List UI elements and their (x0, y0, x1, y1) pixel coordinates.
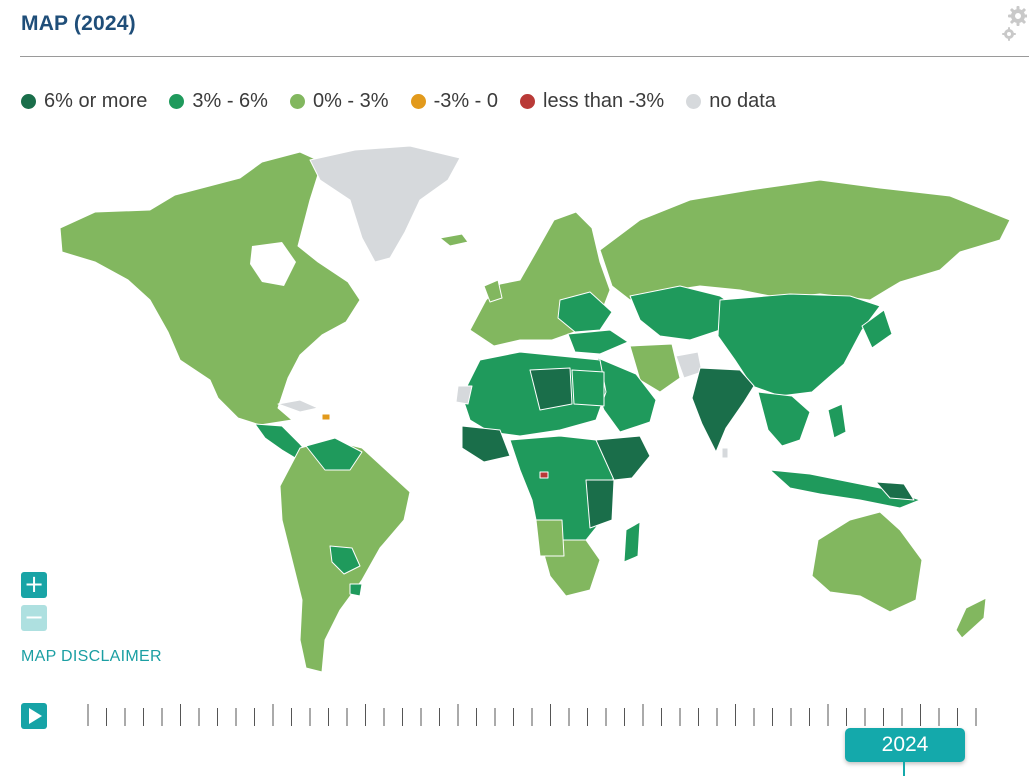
legend-item-less-than-minus3[interactable]: less than -3% (520, 90, 664, 113)
greenland (309, 145, 461, 263)
kenya-tanzania (585, 479, 615, 529)
equatorial-guinea (539, 471, 549, 479)
plus-icon: + (23, 570, 45, 598)
sri-lanka (721, 447, 729, 459)
western-sahara (455, 385, 473, 405)
legend-item-0-to-3[interactable]: 0% - 3% (289, 89, 389, 113)
iceland (439, 233, 469, 247)
uk-ireland (483, 279, 503, 303)
header-divider (20, 56, 1029, 57)
page-title: MAP (2024) (21, 12, 136, 35)
iran (629, 343, 681, 393)
libya (529, 367, 573, 411)
legend-label: 3% - 6% (192, 89, 268, 112)
legend-label: 0% - 3% (312, 89, 389, 112)
world-map[interactable] (0, 130, 1029, 680)
timeline-track[interactable] (78, 700, 998, 740)
legend-swatch (169, 93, 185, 109)
legend-label: -3% - 0 (433, 89, 499, 112)
india (691, 367, 755, 453)
gear-icon[interactable] (1001, 4, 1027, 46)
madagascar (623, 521, 641, 563)
hudson-bay (250, 242, 296, 286)
legend-swatch (520, 93, 536, 109)
legend-swatch (289, 93, 305, 109)
turkey (567, 329, 629, 355)
philippines (827, 403, 847, 439)
west-africa (461, 425, 511, 463)
papua-new-guinea (875, 481, 915, 501)
legend-item-minus3-to-0[interactable]: -3% - 0 (410, 89, 499, 113)
china-mongolia (717, 293, 881, 397)
map-disclaimer-link[interactable]: MAP DISCLAIMER (21, 648, 162, 665)
egypt (571, 369, 605, 407)
southeast-asia (757, 391, 811, 447)
play-icon (29, 708, 42, 724)
selected-year-badge[interactable]: 2024 (845, 728, 965, 762)
zoom-out-button[interactable]: − (21, 605, 47, 631)
northern-south-america (305, 437, 363, 471)
play-button[interactable] (21, 703, 47, 729)
angola (535, 519, 565, 557)
indonesia (769, 469, 921, 509)
minus-icon: − (23, 603, 45, 631)
north-america (59, 151, 361, 426)
uruguay (349, 583, 363, 597)
legend-item-6-or-more[interactable]: 6% or more (21, 90, 147, 113)
zoom-in-button[interactable]: + (21, 572, 47, 598)
legend-item-no-data[interactable]: no data (686, 90, 776, 113)
new-zealand (955, 597, 987, 639)
russia (599, 179, 1011, 301)
legend-label: no data (709, 89, 776, 112)
legend-swatch (410, 93, 426, 109)
year-pointer (903, 762, 905, 776)
east-africa (595, 435, 651, 481)
map-legend: 6% or more 3% - 6% 0% - 3% -3% - 0 less … (21, 88, 798, 114)
cuba (277, 399, 319, 413)
legend-swatch (686, 93, 702, 109)
eastern-europe (557, 291, 613, 333)
legend-item-3-to-6[interactable]: 3% - 6% (169, 90, 268, 113)
legend-swatch (21, 93, 36, 109)
japan-korea (861, 309, 893, 349)
australia (811, 511, 923, 613)
haiti (321, 413, 331, 421)
legend-label: less than -3% (543, 89, 665, 112)
paraguay (329, 545, 361, 575)
legend-label: 6% or more (44, 89, 148, 112)
